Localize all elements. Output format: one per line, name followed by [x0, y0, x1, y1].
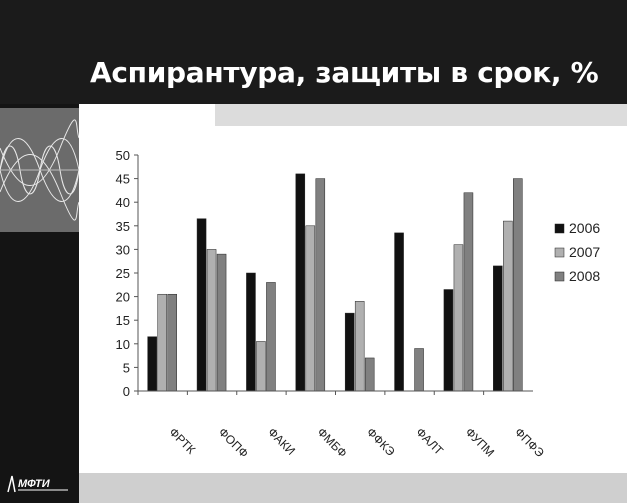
bar-2007-ФРТК: [157, 293, 167, 392]
bar-2006-ФАКИ: [246, 272, 256, 392]
wave-graphic: [0, 119, 80, 221]
bar-2007-ФФКЭ: [354, 301, 365, 392]
x-tick-label: ФМБФ: [314, 425, 349, 460]
bar-2008-ФФКЭ: [364, 357, 375, 392]
y-tick-label: 0: [123, 384, 130, 399]
bar-2007-ФУПМ: [453, 244, 464, 392]
bar-2007-ФМБФ: [305, 225, 316, 392]
y-tick-label: 10: [116, 337, 130, 352]
bar-2008-ФАКИ: [266, 282, 276, 392]
header-accent-bar: [215, 104, 627, 126]
bar-2007-ФПФЭ: [503, 220, 513, 392]
legend-swatch-2007: [554, 247, 565, 258]
legend-label: 2007: [569, 244, 600, 260]
bar-2006-ФАЛТ: [394, 232, 404, 392]
bar-2008-ФПФЭ: [513, 178, 523, 392]
legend-label: 2006: [569, 220, 600, 236]
legend: 2006 2007 2008: [554, 220, 600, 284]
bar-2008-ФАЛТ: [414, 348, 424, 392]
x-tick-label: ФОПФ: [216, 425, 252, 461]
bar-2007-ФОПФ: [206, 249, 217, 392]
bar-2006-ФОПФ: [196, 218, 207, 392]
logo-graphic: МФТИ: [7, 475, 68, 493]
x-tick-label: ФУПМ: [463, 425, 498, 460]
logo-text: МФТИ: [18, 478, 51, 490]
x-tick-label: ФАКИ: [265, 425, 298, 458]
x-tick-label: ФФКЭ: [364, 425, 398, 459]
wave-image: [0, 108, 80, 232]
bar-2007-ФАКИ: [256, 341, 266, 392]
x-axis: ФРТК ФОПФ ФАКИ ФМБФ ФФКЭ ФАЛТ ФУПМ ФПФЭ: [137, 390, 547, 461]
x-tick-label: ФАЛТ: [413, 425, 446, 458]
y-tick-label: 50: [116, 148, 130, 163]
y-tick-label: 20: [116, 290, 130, 305]
legend-label: 2008: [569, 268, 600, 284]
bar-2006-ФПФЭ: [493, 265, 503, 392]
y-tick-label: 30: [116, 242, 130, 257]
legend-swatch-2006: [554, 223, 565, 234]
footer-bar: [79, 473, 627, 503]
bar-2008-ФОПФ: [216, 253, 227, 392]
bars: [147, 173, 523, 392]
x-tick-label: ФРТК: [166, 425, 198, 457]
bar-2006-ФФКЭ: [344, 312, 355, 392]
bar-2006-ФУПМ: [443, 289, 454, 392]
legend-swatch-2008: [554, 271, 565, 282]
mfti-logo: МФТИ: [6, 470, 76, 496]
bar-2008-ФРТК: [167, 293, 177, 392]
slide-title: Аспирантура, защиты в срок, %: [90, 56, 599, 89]
y-tick-label: 5: [123, 360, 130, 375]
title-band: [0, 0, 627, 104]
y-axis: 0 5 10 15 20 25 30 35 40 45 50: [116, 148, 139, 399]
bar-2006-ФМБФ: [295, 173, 306, 392]
y-tick-label: 15: [116, 313, 130, 328]
bar-2008-ФМБФ: [315, 178, 326, 392]
y-tick-label: 45: [116, 172, 130, 187]
content-area: [79, 104, 627, 473]
y-tick-label: 40: [116, 195, 130, 210]
y-tick-label: 35: [116, 219, 130, 234]
x-tick-label: ФПФЭ: [512, 425, 547, 460]
y-tick-label: 25: [116, 266, 130, 281]
bar-2008-ФУПМ: [463, 192, 474, 392]
bar-2006-ФРТК: [147, 336, 157, 392]
